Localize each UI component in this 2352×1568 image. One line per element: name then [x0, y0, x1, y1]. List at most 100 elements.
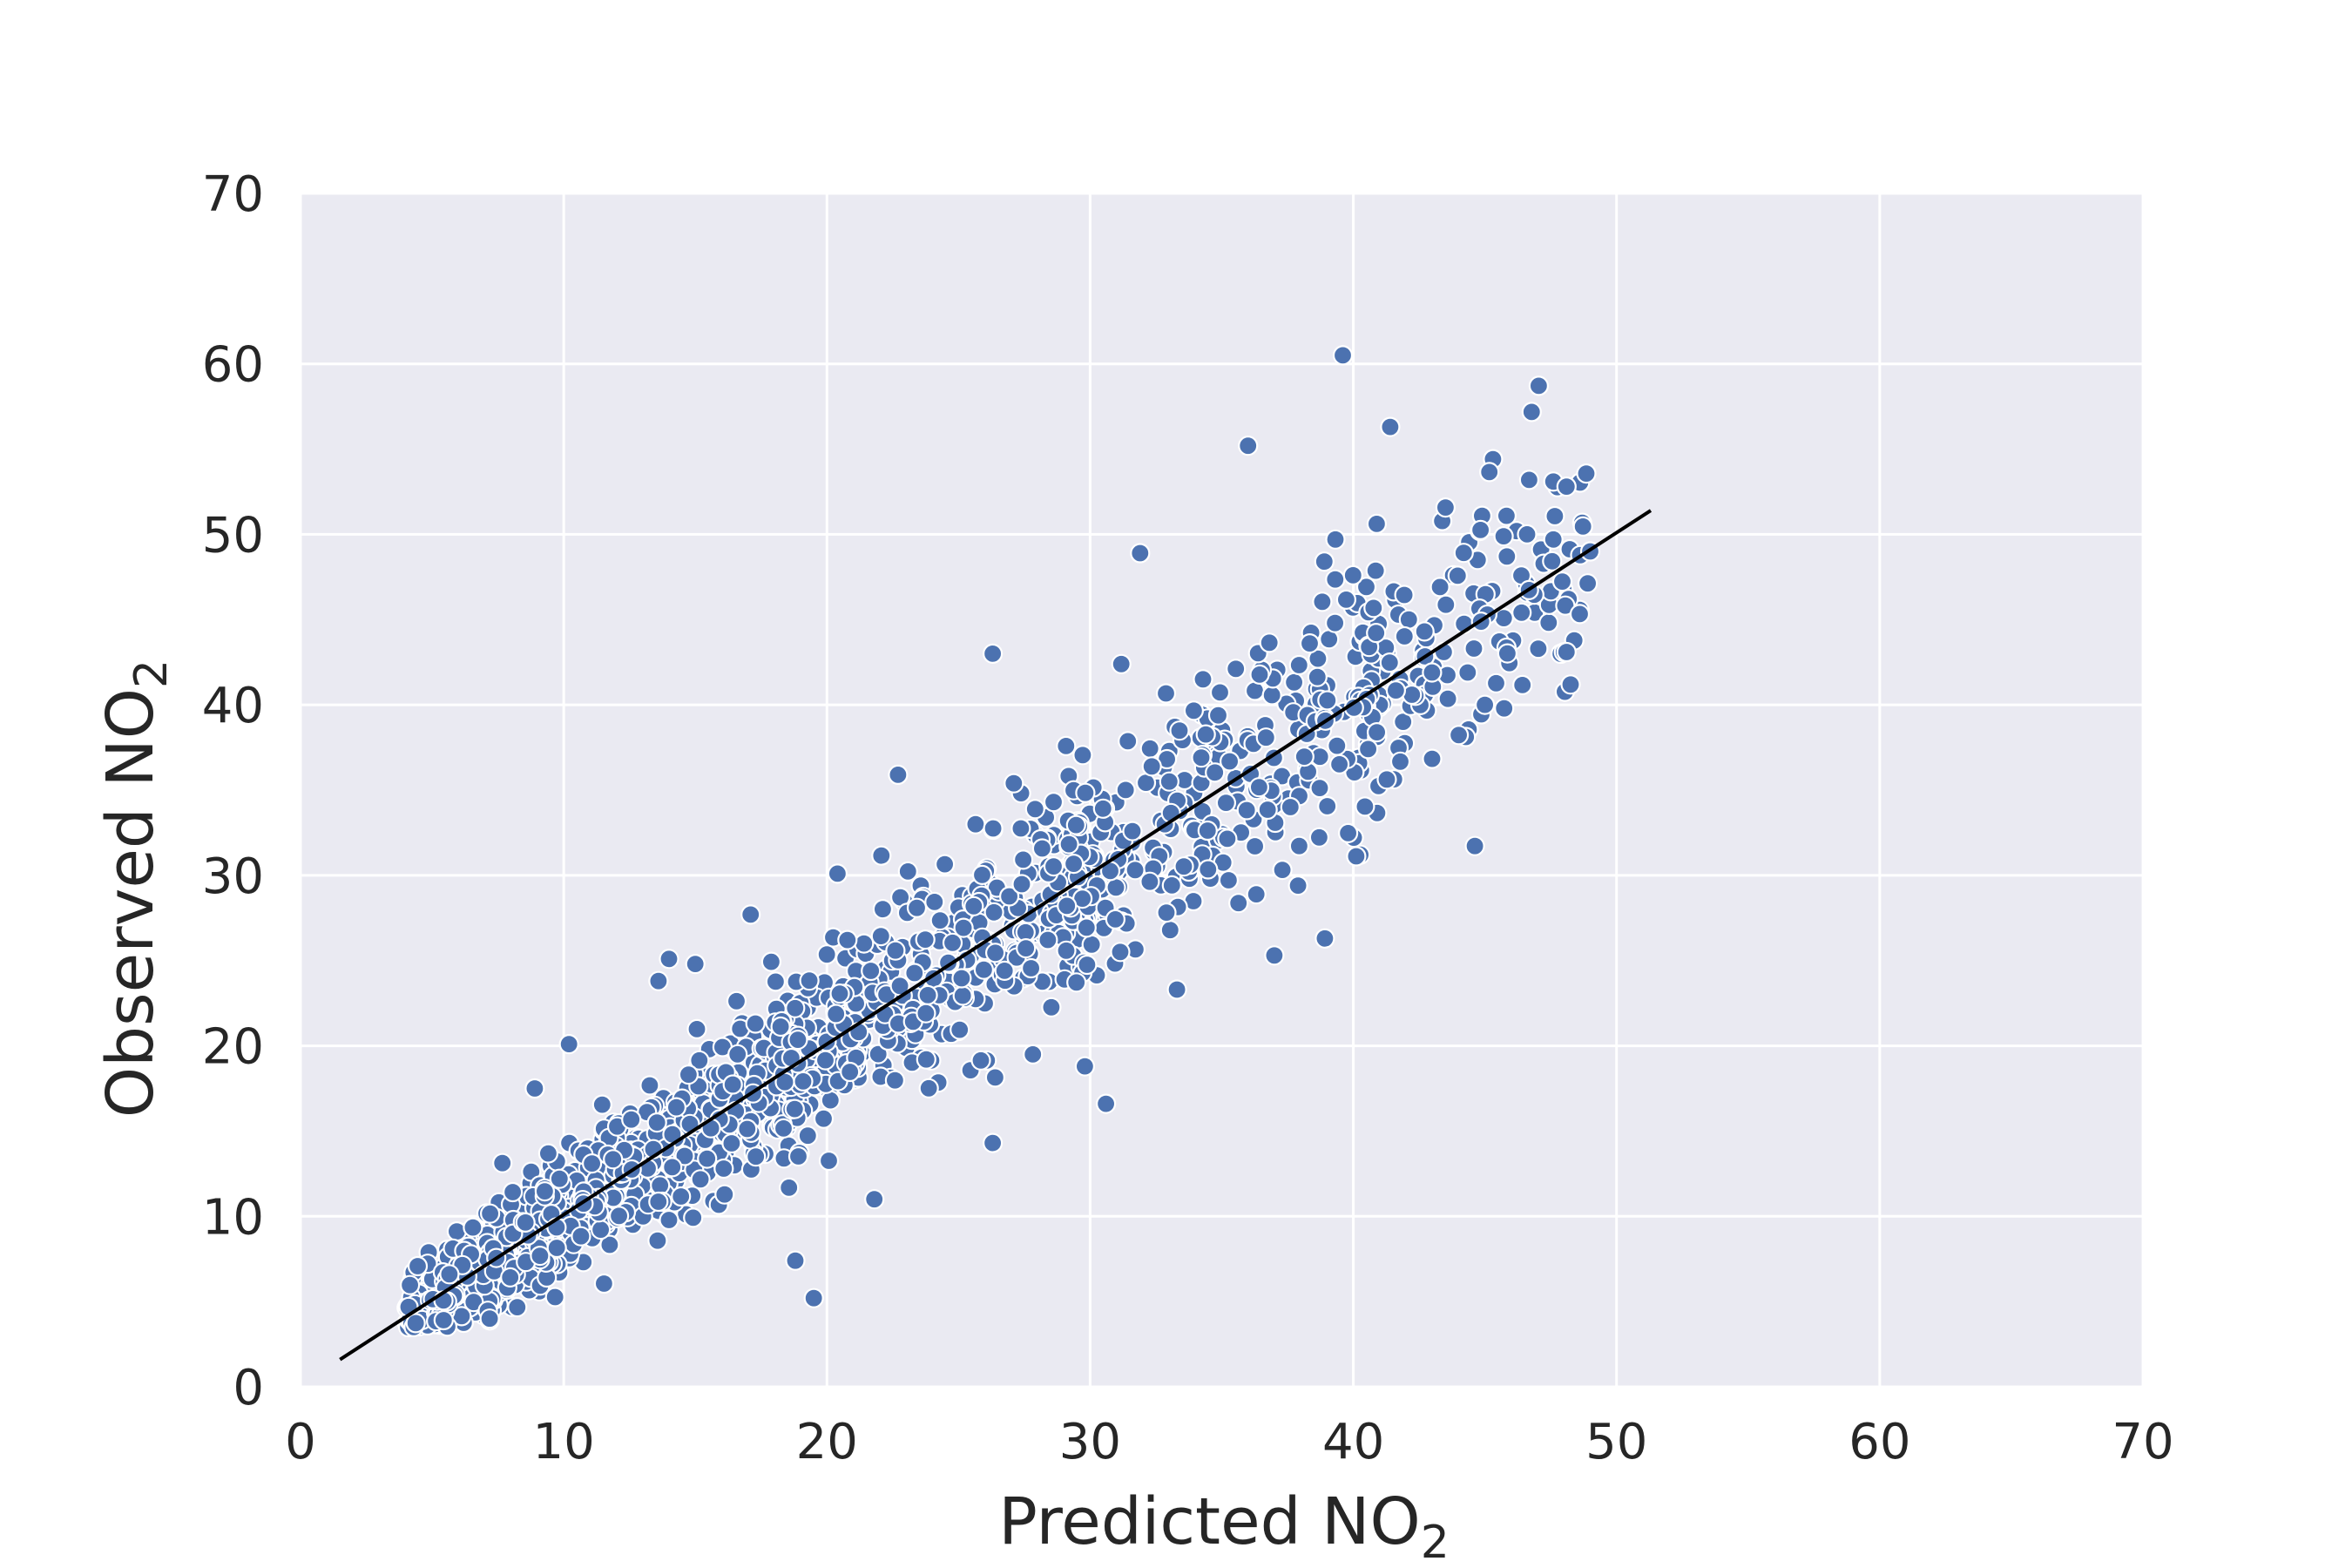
x-tick-labels: 0 10 20 30 40 50 60 70 — [285, 1414, 2173, 1470]
data-point — [884, 1070, 906, 1091]
data-point — [1528, 375, 1550, 396]
data-point — [934, 854, 956, 875]
data-point — [1544, 505, 1565, 527]
data-point — [1076, 917, 1097, 938]
data-point — [1031, 838, 1053, 859]
gridlines — [299, 192, 2145, 1389]
data-point — [918, 1078, 939, 1098]
data-point — [1004, 773, 1024, 794]
data-point — [1357, 739, 1379, 760]
data-point — [621, 1109, 642, 1130]
data-point — [534, 1180, 556, 1202]
data-point — [787, 1029, 808, 1051]
data-point — [1077, 954, 1098, 976]
data-point — [1314, 551, 1335, 572]
data-point — [727, 1044, 748, 1064]
data-point — [904, 963, 925, 983]
data-point — [970, 1050, 991, 1071]
data-point — [820, 1090, 841, 1111]
data-point — [971, 864, 993, 886]
x-axis-label: Predicted NO2 — [998, 1484, 1450, 1568]
data-point — [722, 1074, 743, 1095]
data-point — [1244, 835, 1266, 857]
data-point — [1111, 653, 1132, 674]
data-point — [1335, 589, 1357, 611]
data-point — [1497, 643, 1518, 664]
data-point — [1261, 685, 1282, 706]
data-point — [837, 929, 858, 950]
x-tick-label: 60 — [1848, 1414, 1910, 1470]
data-point — [1346, 846, 1367, 867]
data-point — [405, 1313, 426, 1334]
data-point — [647, 1230, 668, 1251]
data-point — [797, 1125, 818, 1146]
data-point — [662, 1157, 683, 1178]
data-point — [1551, 571, 1573, 592]
data-point — [1283, 672, 1305, 693]
data-point — [965, 814, 986, 835]
y-tick-label: 0 — [233, 1360, 264, 1416]
data-point — [872, 899, 894, 920]
data-point — [1173, 856, 1194, 877]
data-point — [983, 902, 1004, 923]
data-point — [942, 932, 963, 953]
data-point — [689, 1050, 710, 1071]
data-point — [1325, 529, 1346, 550]
data-point — [524, 1078, 545, 1099]
data-point — [1058, 834, 1079, 855]
data-point — [1315, 928, 1335, 949]
data-point — [787, 1146, 809, 1167]
data-point — [1327, 735, 1348, 756]
data-point — [1159, 920, 1180, 941]
data-point — [1056, 940, 1077, 961]
data-point — [1528, 639, 1549, 659]
data-point — [1169, 720, 1190, 741]
data-point — [1366, 513, 1388, 535]
data-point — [1259, 632, 1280, 653]
data-point — [803, 1288, 824, 1308]
data-point — [773, 1118, 794, 1139]
data-point — [1125, 860, 1146, 881]
x-tick-label: 30 — [1059, 1414, 1121, 1470]
data-point — [1485, 672, 1507, 693]
data-point — [1398, 609, 1419, 630]
data-point — [714, 1184, 735, 1205]
data-point — [1385, 679, 1407, 701]
data-point — [1463, 638, 1484, 659]
data-point — [1542, 551, 1563, 571]
data-point — [1389, 751, 1411, 772]
data-point — [659, 949, 679, 970]
data-point — [1577, 573, 1598, 594]
data-point — [648, 1191, 669, 1213]
data-point — [1023, 1044, 1044, 1065]
data-point — [1365, 560, 1386, 581]
data-point — [924, 891, 945, 913]
data-point — [784, 1098, 805, 1119]
data-point — [1324, 612, 1346, 633]
data-point — [1219, 751, 1240, 772]
data-point — [1474, 694, 1496, 715]
data-point — [1366, 721, 1388, 743]
data-point — [1205, 762, 1226, 783]
data-point — [1342, 564, 1363, 586]
y-tick-label: 70 — [202, 166, 264, 223]
data-point — [648, 970, 669, 991]
data-point — [500, 1267, 521, 1288]
data-point — [917, 984, 938, 1006]
data-point — [915, 929, 936, 950]
data-point — [1056, 735, 1077, 757]
data-point — [785, 997, 806, 1018]
data-point — [1394, 585, 1415, 605]
data-point — [639, 1075, 660, 1096]
data-point — [479, 1203, 501, 1224]
data-point — [840, 1061, 861, 1083]
data-point — [549, 1168, 570, 1189]
data-point — [1355, 577, 1377, 598]
data-point — [1576, 463, 1597, 484]
data-point — [813, 1108, 835, 1129]
data-point — [1288, 654, 1309, 676]
data-point — [1217, 828, 1238, 849]
data-point — [952, 985, 973, 1006]
data-point — [1156, 902, 1177, 923]
y-axis-label-text: Observed NO — [93, 688, 168, 1118]
